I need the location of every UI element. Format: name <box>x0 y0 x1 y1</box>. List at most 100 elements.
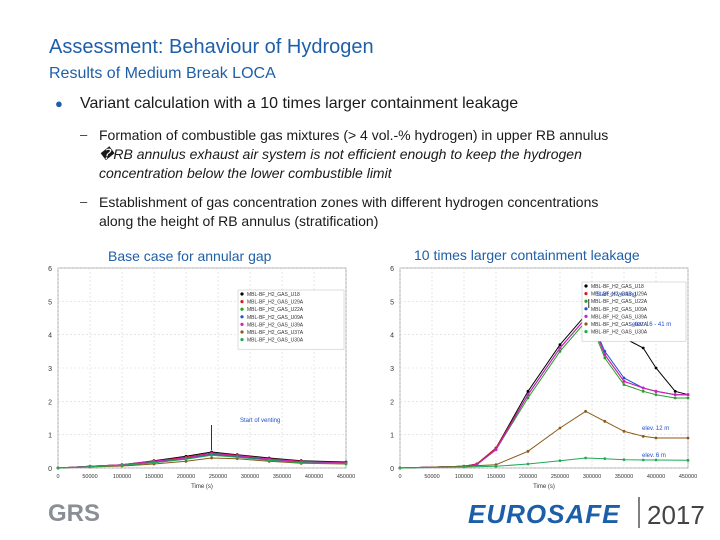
data-point <box>558 349 562 353</box>
data-point <box>641 346 645 350</box>
data-point <box>88 465 92 469</box>
data-point <box>622 376 626 380</box>
x-tick-label: 50000 <box>424 474 439 480</box>
data-point <box>673 389 677 393</box>
data-point <box>603 419 607 423</box>
x-tick-label: 350000 <box>273 474 291 480</box>
y-tick-label: 5 <box>48 299 52 306</box>
y-tick-label: 6 <box>390 266 394 273</box>
annotation-start-of-venting: Start of venting <box>596 292 636 298</box>
legend-entry: MBL-BF_H2_GAS_U29A <box>247 300 304 306</box>
x-tick-label: 0 <box>56 474 59 480</box>
y-tick-label: 4 <box>390 333 394 340</box>
x-axis-label: Time (s) <box>191 484 213 490</box>
legend-marker <box>240 338 244 342</box>
data-point <box>686 436 690 440</box>
sub-bullet-1-line-2: �RB annulus exhaust air system is not ef… <box>99 146 582 162</box>
data-point <box>603 353 607 357</box>
grs-logo: GRS <box>48 500 100 527</box>
data-point <box>622 429 626 433</box>
data-point <box>210 456 214 460</box>
grs-logo-text: GRS <box>48 500 100 527</box>
data-point <box>641 458 645 462</box>
x-tick-label: 200000 <box>177 474 195 480</box>
chart-right-caption: 10 times larger containment leakage <box>414 247 640 263</box>
data-point <box>686 396 690 400</box>
data-point <box>641 434 645 438</box>
data-point <box>641 389 645 393</box>
data-point <box>558 343 562 347</box>
legend-marker <box>584 292 588 296</box>
y-tick-label: 1 <box>48 433 52 440</box>
data-point <box>654 458 658 462</box>
chart-base-case: 0 1 2 3 4 5 6 0 50000 100000 150000 200000 250000 300… <box>48 266 355 490</box>
data-point <box>267 458 271 462</box>
legend-entry: MBL-BF_H2_GAS_U37A <box>247 330 304 336</box>
chart-legend: MBL-BF_H2_GAS_U18MBL-BF_H2_GAS_U29AMBL-B… <box>581 281 687 342</box>
data-point <box>462 465 466 469</box>
data-point <box>654 436 658 440</box>
data-point <box>603 356 607 360</box>
data-point <box>654 366 658 370</box>
data-point <box>494 464 498 468</box>
x-tick-label: 300000 <box>241 474 259 480</box>
legend-marker <box>240 300 244 304</box>
data-point <box>558 459 562 463</box>
data-point <box>622 458 626 462</box>
data-point <box>622 383 626 387</box>
dash-marker-2: – <box>80 194 88 209</box>
data-point <box>654 389 658 393</box>
dash-marker-1: – <box>80 127 88 142</box>
series-line <box>57 454 347 469</box>
x-tick-label: 400000 <box>305 474 323 480</box>
x-tick-label: 150000 <box>487 474 505 480</box>
sub-bullet-2-line-1: Establishment of gas concentration zones… <box>99 194 599 210</box>
legend-marker <box>584 299 588 303</box>
y-tick-label: 5 <box>390 299 394 306</box>
chart-left-caption: Base case for annular gap <box>108 248 272 264</box>
y-tick-label: 2 <box>48 399 52 406</box>
data-point <box>56 466 60 470</box>
annotation-start-of-venting: Start of venting <box>240 418 280 424</box>
legend-marker <box>240 292 244 296</box>
legend-marker <box>584 330 588 334</box>
x-tick-label: 450000 <box>679 474 697 480</box>
bullet-dot-icon: ● <box>55 96 63 111</box>
data-point <box>654 393 658 397</box>
legend-marker <box>584 314 588 318</box>
data-point <box>673 396 677 400</box>
y-tick-label: 1 <box>390 433 394 440</box>
data-point <box>686 393 690 397</box>
legend-entry: MBL-BF_H2_GAS_U09A <box>591 307 648 313</box>
data-point <box>210 453 214 457</box>
y-tick-label: 0 <box>48 466 52 473</box>
data-point <box>120 463 124 467</box>
legend-entry: MBL-BF_H2_GAS_U09A <box>247 315 304 321</box>
sub-bullet-2: Establishment of gas concentration zones… <box>99 193 699 231</box>
x-tick-label: 100000 <box>455 474 473 480</box>
eurosafe-year: 2017 <box>647 500 705 530</box>
legend-marker <box>584 322 588 326</box>
annotation-elevation: elev. 6 m <box>642 453 666 459</box>
legend-entry: MBL-BF_H2_GAS_U39A <box>591 314 648 320</box>
y-tick-label: 2 <box>390 399 394 406</box>
legend-marker <box>240 322 244 326</box>
legend-marker <box>240 330 244 334</box>
x-tick-label: 400000 <box>647 474 665 480</box>
annotation-elevation: elev. 16 - 41 m <box>632 322 671 328</box>
data-point <box>344 462 348 466</box>
data-point <box>584 456 587 460</box>
data-point <box>152 461 156 465</box>
data-point <box>584 409 587 413</box>
x-tick-label: 0 <box>398 474 401 480</box>
data-point <box>526 389 530 393</box>
y-tick-label: 6 <box>48 266 52 273</box>
sub-bullet-1-line-1: Formation of combustible gas mixtures (>… <box>99 127 609 143</box>
sub-bullet-2-line-2: along the height of RB annulus (stratifi… <box>99 213 379 229</box>
annotation-elevation: elev. 12 m <box>642 426 669 432</box>
legend-marker <box>584 284 588 288</box>
chart-legend: MBL-BF_H2_GAS_U18MBL-BF_H2_GAS_U29AMBL-B… <box>237 289 345 350</box>
legend-marker <box>240 307 244 311</box>
legend-entry: MBL-BF_H2_GAS_U39A <box>247 322 304 328</box>
legend-entry: MBL-BF_H2_GAS_U37A <box>591 322 648 328</box>
